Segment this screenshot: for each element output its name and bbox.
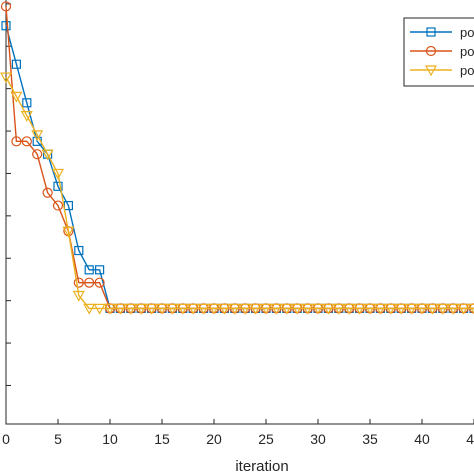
series-layer xyxy=(0,1,474,315)
x-tick-label: 20 xyxy=(206,431,222,447)
legend-label: po xyxy=(460,25,474,40)
data-point xyxy=(114,303,127,315)
data-point xyxy=(218,303,231,315)
data-point xyxy=(415,303,429,315)
data-point xyxy=(197,303,210,315)
data-point xyxy=(135,303,148,315)
data-point xyxy=(84,277,95,288)
legend-marker xyxy=(425,45,437,57)
data-point xyxy=(93,303,106,315)
data-point xyxy=(374,303,387,315)
x-tick-label: 0 xyxy=(2,431,10,447)
data-point xyxy=(384,303,397,315)
series-line xyxy=(5,76,474,310)
data-point xyxy=(166,303,179,315)
data-point xyxy=(239,303,252,315)
data-point xyxy=(103,303,117,315)
data-point xyxy=(270,303,283,315)
data-point xyxy=(343,303,356,315)
data-point xyxy=(31,130,44,142)
data-point xyxy=(84,265,94,275)
data-point xyxy=(1,21,11,31)
legend-label: po xyxy=(460,44,474,59)
data-point xyxy=(176,303,189,315)
x-tick-labels: 0 5 10 15 20 25 30 35 40 45 xyxy=(2,431,474,447)
data-point xyxy=(11,59,21,69)
data-point xyxy=(280,303,293,315)
data-point xyxy=(155,303,169,315)
data-point xyxy=(11,136,22,147)
x-tick-label: 45 xyxy=(466,431,474,447)
legend-label: po xyxy=(460,63,474,78)
legend-box xyxy=(403,17,474,87)
data-point xyxy=(0,72,13,84)
plot-frame xyxy=(5,0,474,425)
data-point xyxy=(83,303,96,315)
x-axis-label: iteration xyxy=(235,458,288,474)
data-point xyxy=(363,303,377,315)
data-point xyxy=(52,200,64,211)
x-tick-label: 35 xyxy=(362,431,378,447)
data-point xyxy=(22,98,32,108)
legend: po po po xyxy=(403,17,474,87)
data-point xyxy=(207,303,221,315)
x-tick-label: 30 xyxy=(310,431,326,447)
data-point xyxy=(405,303,418,315)
data-point xyxy=(145,303,158,315)
data-point xyxy=(311,303,325,315)
data-point xyxy=(20,111,33,122)
data-point xyxy=(53,181,63,191)
legend-marker xyxy=(424,65,438,77)
data-point xyxy=(124,303,137,315)
x-tick-label: 10 xyxy=(102,431,118,447)
legend-marker xyxy=(426,27,436,37)
data-point xyxy=(332,303,345,315)
data-point xyxy=(467,303,474,315)
x-tick-label: 15 xyxy=(154,431,170,447)
data-point xyxy=(249,303,262,315)
data-point xyxy=(62,226,75,238)
data-point xyxy=(74,245,84,256)
x-tick-label: 40 xyxy=(414,431,430,447)
data-point xyxy=(457,303,470,315)
data-point xyxy=(72,290,85,302)
data-point xyxy=(353,303,366,315)
data-point xyxy=(259,303,273,315)
data-point xyxy=(291,303,304,315)
data-point xyxy=(301,303,314,315)
data-point xyxy=(10,91,23,103)
legend-item: po xyxy=(410,63,474,78)
data-point xyxy=(41,149,54,161)
x-tick-label: 25 xyxy=(258,431,274,447)
axis-ticks xyxy=(5,3,474,424)
data-point xyxy=(322,303,335,315)
data-point xyxy=(426,303,439,315)
legend-item: po xyxy=(410,25,474,40)
data-point xyxy=(51,168,65,180)
data-point xyxy=(32,149,43,160)
data-point xyxy=(187,303,200,315)
plot-area xyxy=(0,0,474,425)
data-point xyxy=(228,303,241,315)
data-point xyxy=(447,303,460,315)
legend-item: po xyxy=(410,44,474,59)
data-point xyxy=(436,303,449,315)
data-point xyxy=(73,277,84,288)
data-point xyxy=(94,265,105,275)
data-point xyxy=(94,277,105,288)
data-point xyxy=(395,303,408,315)
x-tick-label: 5 xyxy=(54,431,62,447)
data-point xyxy=(0,1,12,12)
data-point xyxy=(42,187,53,198)
data-point xyxy=(21,136,32,147)
series-3 xyxy=(0,72,474,315)
